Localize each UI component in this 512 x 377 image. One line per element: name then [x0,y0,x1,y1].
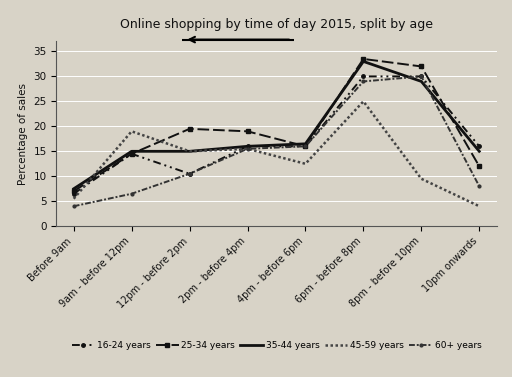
Line: 60+ years: 60+ years [72,75,481,208]
25-34 years [244,129,250,133]
Line: 35-44 years: 35-44 years [74,61,479,189]
16-24 years [303,144,309,149]
35-44 years [476,149,482,153]
Text: Online shopping by time of day 2015, split by age: Online shopping by time of day 2015, spl… [120,18,433,31]
16-24 years [186,172,193,176]
60+ years [129,192,135,196]
35-44 years [244,144,250,149]
35-44 years [418,79,424,84]
35-44 years [129,149,135,153]
Line: 45-59 years: 45-59 years [74,101,479,206]
Line: 16-24 years: 16-24 years [72,75,481,196]
35-44 years [360,59,367,64]
45-59 years [303,161,309,166]
16-24 years [360,74,367,79]
60+ years [303,144,309,149]
45-59 years [186,149,193,153]
Line: 25-34 years: 25-34 years [72,57,481,193]
25-34 years [129,152,135,156]
16-24 years [129,152,135,156]
45-59 years [418,176,424,181]
45-59 years [476,204,482,208]
60+ years [186,172,193,176]
60+ years [360,79,367,84]
60+ years [418,74,424,79]
25-34 years [186,127,193,131]
Y-axis label: Percentage of sales: Percentage of sales [18,83,28,185]
Legend: 16-24 years, 25-34 years, 35-44 years, 45-59 years, 60+ years: 16-24 years, 25-34 years, 35-44 years, 4… [68,338,485,354]
35-44 years [71,187,77,191]
16-24 years [476,144,482,149]
45-59 years [244,147,250,151]
45-59 years [129,129,135,133]
60+ years [71,204,77,208]
25-34 years [360,57,367,61]
25-34 years [303,144,309,149]
35-44 years [186,149,193,153]
16-24 years [71,192,77,196]
45-59 years [71,196,77,201]
16-24 years [244,144,250,149]
25-34 years [71,189,77,193]
35-44 years [303,141,309,146]
60+ years [476,184,482,188]
16-24 years [418,74,424,79]
60+ years [244,147,250,151]
45-59 years [360,99,367,104]
25-34 years [418,64,424,69]
25-34 years [476,164,482,169]
